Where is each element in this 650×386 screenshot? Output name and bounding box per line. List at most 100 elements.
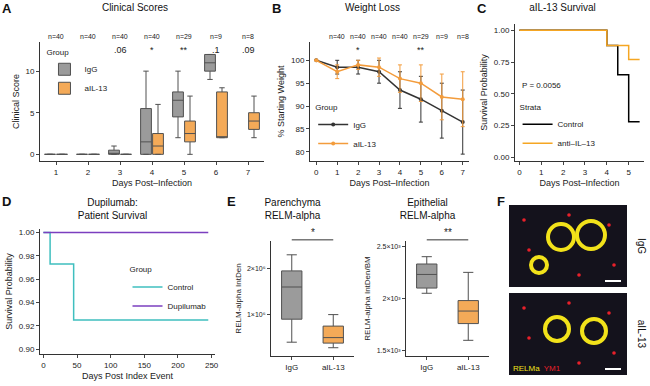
svg-text:RELM-alpha IntDen: RELM-alpha IntDen [234, 263, 243, 333]
svg-text:Days Post–Infection: Days Post–Infection [539, 178, 619, 188]
svg-text:n=40: n=40 [350, 33, 366, 40]
svg-text:.09: .09 [242, 45, 255, 55]
svg-text:0: 0 [314, 168, 319, 177]
svg-text:2×10³: 2×10³ [382, 295, 401, 302]
svg-text:.06: .06 [114, 45, 127, 55]
svg-text:0.94: 0.94 [19, 298, 35, 307]
svg-text:3: 3 [377, 168, 382, 177]
svg-text:P = 0.0056: P = 0.0056 [522, 81, 561, 90]
svg-text:n=29: n=29 [413, 33, 429, 40]
svg-text:6: 6 [214, 168, 219, 177]
svg-text:0.50: 0.50 [494, 90, 510, 99]
svg-text:Days Post–Infection: Days Post–Infection [112, 178, 192, 188]
svg-text:2: 2 [86, 168, 91, 177]
svg-text:1.00: 1.00 [19, 228, 35, 237]
svg-text:**: ** [180, 45, 188, 55]
svg-text:**: ** [417, 45, 425, 55]
svg-text:100: 100 [104, 361, 118, 370]
svg-text:2×10⁶: 2×10⁶ [247, 265, 266, 272]
svg-text:3: 3 [118, 168, 123, 177]
svg-text:n=9: n=9 [210, 33, 222, 40]
svg-text:IgG: IgG [84, 65, 97, 74]
svg-text:6: 6 [440, 168, 445, 177]
svg-text:n=40: n=40 [48, 33, 64, 40]
svg-text:85: 85 [295, 125, 304, 134]
svg-text:4: 4 [398, 168, 403, 177]
svg-text:RELMaYM1: RELMaYM1 [513, 364, 561, 373]
svg-text:Dupilumab:Patient Survival: Dupilumab:Patient Survival [78, 197, 147, 221]
svg-text:90: 90 [295, 102, 304, 111]
svg-text:Clinical Scores: Clinical Scores [102, 2, 168, 13]
svg-text:aIL-13 Survival: aIL-13 Survival [529, 2, 596, 13]
svg-text:4: 4 [150, 168, 155, 177]
svg-text:aIL-13: aIL-13 [457, 363, 480, 372]
svg-text:n=40: n=40 [80, 33, 96, 40]
svg-text:Days Post Index Event: Days Post Index Event [82, 371, 174, 381]
svg-text:1: 1 [539, 168, 544, 177]
svg-text:2.5×10³: 2.5×10³ [377, 243, 402, 250]
svg-text:% Starting Weight: % Starting Weight [276, 65, 286, 137]
svg-text:0: 0 [41, 361, 46, 370]
svg-text:1: 1 [54, 168, 59, 177]
svg-text:**: ** [444, 227, 452, 238]
svg-text:7: 7 [246, 168, 251, 177]
svg-text:n=40: n=40 [371, 33, 387, 40]
svg-text:80: 80 [295, 148, 304, 157]
svg-text:IgG: IgG [285, 363, 298, 372]
svg-text:0.25: 0.25 [494, 121, 510, 130]
svg-text:n=40: n=40 [329, 33, 345, 40]
svg-text:Clinical Score: Clinical Score [11, 74, 21, 129]
svg-text:5: 5 [182, 168, 187, 177]
svg-text:n=8: n=8 [242, 33, 254, 40]
svg-text:Group: Group [46, 48, 69, 57]
svg-text:n=40: n=40 [392, 33, 408, 40]
svg-text:5: 5 [30, 109, 35, 118]
svg-text:Dupilumab: Dupilumab [168, 302, 207, 311]
svg-text:Days Post–Infection: Days Post–Infection [349, 178, 429, 188]
svg-text:Survival Probability: Survival Probability [479, 54, 489, 131]
svg-text:n=40: n=40 [112, 33, 128, 40]
svg-text:IgG: IgG [353, 121, 366, 130]
svg-text:IgG: IgG [636, 238, 647, 254]
svg-text:*: * [356, 45, 360, 55]
svg-text:aIL-13: aIL-13 [636, 320, 647, 349]
svg-text:aIL-13: aIL-13 [322, 363, 345, 372]
svg-text:0.00: 0.00 [494, 153, 510, 162]
svg-text:0.75: 0.75 [494, 58, 510, 67]
svg-text:1×10⁶: 1×10⁶ [247, 311, 266, 318]
svg-text:3: 3 [583, 168, 588, 177]
svg-text:Control: Control [558, 120, 584, 129]
svg-text:RELM-alpha IntDen/BM: RELM-alpha IntDen/BM [363, 256, 372, 341]
svg-text:1.00: 1.00 [494, 26, 510, 35]
svg-text:10: 10 [25, 67, 34, 76]
svg-text:0: 0 [30, 150, 35, 159]
svg-text:anti–IL–13: anti–IL–13 [558, 139, 596, 148]
svg-text:250: 250 [205, 361, 219, 370]
svg-text:*: * [150, 45, 154, 55]
svg-text:200: 200 [171, 361, 185, 370]
svg-text:0.92: 0.92 [19, 322, 35, 331]
svg-text:100: 100 [291, 56, 305, 65]
svg-text:Group: Group [315, 103, 338, 112]
svg-text:aIL-13: aIL-13 [84, 84, 107, 93]
svg-text:0.96: 0.96 [19, 275, 35, 284]
svg-text:150: 150 [138, 361, 152, 370]
svg-text:7: 7 [460, 168, 465, 177]
svg-text:0: 0 [517, 168, 522, 177]
svg-text:Survival Probability: Survival Probability [4, 253, 14, 330]
svg-text:n=9: n=9 [436, 33, 448, 40]
svg-text:Strata: Strata [520, 103, 542, 112]
svg-text:2: 2 [561, 168, 566, 177]
svg-text:50: 50 [73, 361, 82, 370]
svg-text:ParenchymaRELM-alpha: ParenchymaRELM-alpha [264, 197, 321, 221]
svg-text:aIL-13: aIL-13 [353, 140, 376, 149]
svg-text:n=8: n=8 [457, 33, 469, 40]
svg-text:0.98: 0.98 [19, 252, 35, 261]
svg-text:.1: .1 [212, 45, 220, 55]
svg-text:IgG: IgG [420, 363, 433, 372]
svg-text:4: 4 [605, 168, 610, 177]
svg-text:1: 1 [335, 168, 340, 177]
svg-text:n=29: n=29 [176, 33, 192, 40]
svg-text:Group: Group [130, 265, 153, 274]
svg-text:95: 95 [295, 79, 304, 88]
